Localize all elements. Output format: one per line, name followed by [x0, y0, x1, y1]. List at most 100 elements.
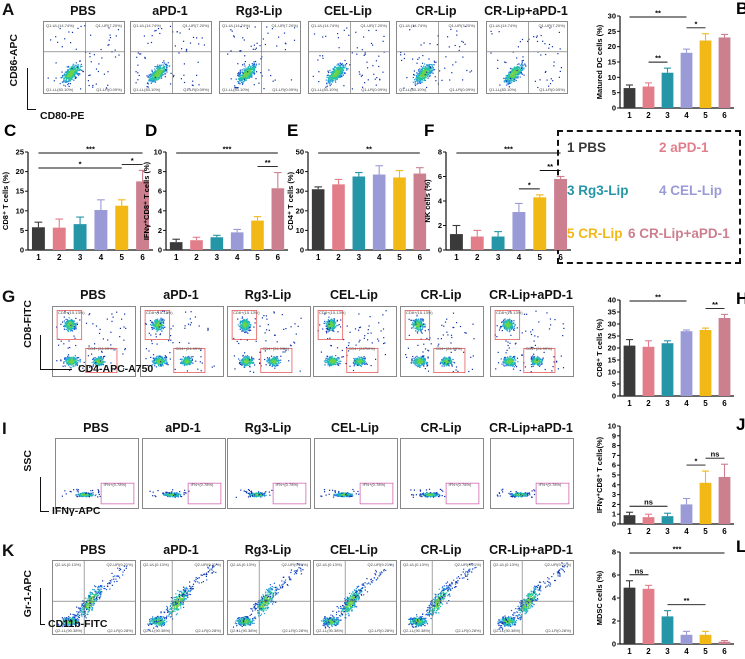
- bar-1: [449, 234, 463, 250]
- y-tick-label: 10: [608, 368, 616, 377]
- bar-4: [680, 331, 693, 396]
- y-tick-label: 9: [612, 431, 616, 440]
- flow-plot-a-5: Q1-UL(14.74%) Q1-UR(7.20%) Q1-LL(83.10%) Q1…: [396, 21, 478, 94]
- y-tick-label: 20: [296, 206, 304, 215]
- axis-label-cd4: CD4-APC-A750: [78, 363, 154, 375]
- y-tick-label: 25: [608, 27, 616, 36]
- axis-label-cd8: CD8-FITC: [22, 300, 34, 348]
- axis-label-cd86: CD86-APC: [8, 34, 20, 87]
- bar-3: [352, 176, 366, 250]
- legend-item-1: 1 PBS: [567, 140, 607, 155]
- flow-title-k-1: PBS: [80, 543, 106, 557]
- x-tick-label: 3: [665, 399, 670, 408]
- bar-4: [230, 232, 244, 250]
- x-tick-label: 2: [475, 253, 480, 262]
- significance-label: *: [695, 19, 698, 28]
- gate-label: Q2-LR(0.28%): [368, 628, 394, 633]
- bar-1: [623, 587, 636, 644]
- gate-label: CD4+(24.99%): [87, 346, 115, 352]
- flow-scatter-plot: [235, 482, 307, 505]
- bar-1: [31, 227, 45, 250]
- x-tick-label: 4: [684, 527, 689, 536]
- y-tick-label: 6: [158, 187, 162, 196]
- x-tick-label: 5: [255, 253, 260, 262]
- legend-item-5: 5 CR-Lip: [567, 226, 623, 241]
- flow-plot-g-1: CD8+(15.13%) CD4+(24.99%): [52, 306, 136, 377]
- gate-label: CD4+(24.99%): [435, 346, 463, 352]
- panel-letter-a: A: [2, 0, 15, 19]
- x-tick-label: 3: [215, 253, 220, 262]
- flow-plot-i-3: IFN+(0.78%): [227, 438, 311, 509]
- gate-label: Q1-LL(83.10%): [222, 87, 250, 92]
- flow-title-a-6: CR-Lip+aPD-1: [484, 4, 568, 18]
- bar-3: [661, 516, 674, 524]
- flow-title-i-1: PBS: [83, 421, 109, 435]
- x-tick-label: 2: [336, 253, 341, 262]
- panel-letter: H: [736, 289, 745, 308]
- gate-label: Q1-UL(14.74%): [222, 23, 251, 28]
- gate-label: Q2-UR(9.21%): [194, 562, 221, 567]
- panel-letter: E: [287, 121, 298, 140]
- axis-label-cd80: CD80-PE: [40, 110, 85, 122]
- flow-title-g-1: PBS: [80, 288, 106, 302]
- y-tick-label: 0: [612, 392, 616, 401]
- gate-label: Q2-LL(90.38%): [316, 628, 344, 633]
- significance-label: **: [366, 145, 372, 154]
- y-axis-label: CD8⁺ T cells (%): [595, 318, 604, 377]
- x-tick-label: 3: [357, 253, 362, 262]
- bar-2: [470, 236, 484, 250]
- x-tick-label: 4: [235, 253, 240, 262]
- significance-label: **: [547, 162, 553, 171]
- x-tick-label: 6: [140, 253, 145, 262]
- gate-label: Q2-UR(9.21%): [367, 562, 394, 567]
- flow-title-i-5: CR-Lip: [420, 421, 462, 435]
- y-tick-label: 40: [608, 296, 616, 305]
- panel-letter-g: G: [2, 287, 16, 306]
- flow-scatter-plot: [131, 22, 211, 93]
- bar-1: [623, 88, 636, 108]
- bar-1: [623, 515, 636, 524]
- y-tick-label: 30: [296, 187, 304, 196]
- y-axis-label: Matured DC cells (%): [595, 24, 604, 99]
- y-tick-label: 20: [608, 344, 616, 353]
- y-tick-label: 0: [158, 246, 162, 255]
- gate-label: Q2-UR(9.21%): [544, 562, 571, 567]
- panel-letter-k: K: [2, 541, 15, 560]
- flow-plot-a-1: Q1-UL(14.74%) Q1-UR(7.20%) Q1-LL(83.10%) Q1…: [43, 21, 125, 94]
- y-tick-label: 2: [438, 221, 442, 230]
- significance-label: ns: [644, 498, 653, 507]
- flow-scatter-plot: [149, 482, 222, 505]
- y-tick-label: 10: [16, 206, 24, 215]
- gate-label: Q2-UR(9.21%): [106, 562, 133, 567]
- flow-title-i-3: Rg3-Lip: [244, 421, 292, 435]
- y-tick-label: 20: [16, 167, 24, 176]
- gate-label: Q1-LL(83.10%): [489, 87, 517, 92]
- significance-label: **: [712, 300, 718, 309]
- y-tick-label: 25: [608, 332, 616, 341]
- x-tick-label: 4: [684, 399, 689, 408]
- flow-plot-k-6: Q2-UL(0.13%) Q2-UR(9.21%) Q2-LL(90.38%) Q2-…: [490, 560, 574, 635]
- gate-label: Q2-LL(90.38%): [230, 628, 258, 633]
- y-tick-label: 3: [612, 490, 616, 499]
- bar-5: [699, 40, 712, 108]
- bar-6: [718, 37, 731, 108]
- significance-label: ***: [86, 145, 95, 154]
- gate-label: IFN+(0.78%): [448, 481, 472, 487]
- y-tick-label: 8: [612, 548, 616, 557]
- legend-item-2: 2 aPD-1: [659, 140, 709, 155]
- x-tick-label: 1: [627, 647, 632, 656]
- bar-5: [699, 482, 712, 524]
- flow-title-k-5: CR-Lip: [420, 543, 462, 557]
- y-tick-label: 5: [20, 226, 24, 235]
- y-tick-label: 0: [612, 104, 616, 113]
- axis-arrow-horizontal: [40, 369, 72, 370]
- x-tick-label: 1: [36, 253, 41, 262]
- gate-label: Q2-LR(0.28%): [545, 628, 571, 633]
- gate-label: Q2-UL(0.13%): [403, 562, 429, 567]
- x-tick-label: 4: [517, 253, 522, 262]
- flow-title-a-1: PBS: [70, 4, 96, 18]
- y-axis-label: IFNγ⁺CD8⁺ T cells (%): [142, 161, 151, 240]
